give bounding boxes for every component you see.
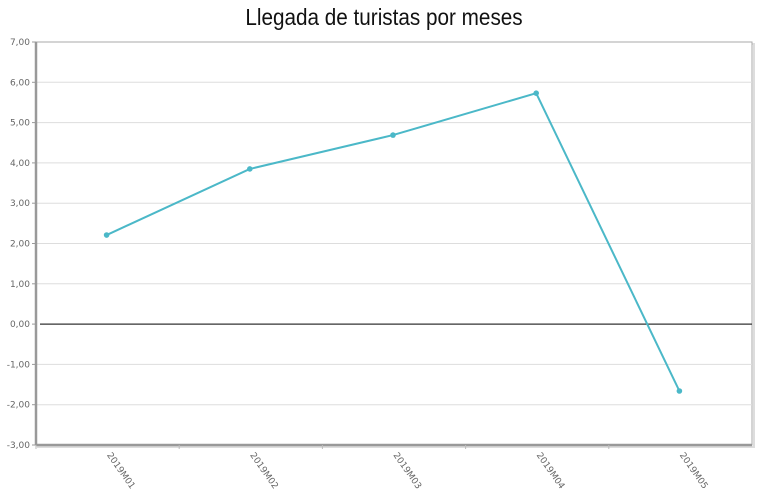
- x-tick-label: 2019M01: [104, 451, 136, 491]
- y-tick-label: 0,00: [10, 320, 30, 330]
- data-point: [533, 90, 539, 96]
- y-tick-label: 1,00: [10, 280, 30, 290]
- data-point: [247, 166, 253, 172]
- x-tick-label: 2019M05: [677, 451, 709, 491]
- x-tick-label: 2019M03: [391, 451, 423, 491]
- data-point: [390, 132, 396, 138]
- y-tick-label: -1,00: [7, 360, 31, 370]
- x-tick-label: 2019M04: [534, 451, 567, 491]
- y-tick-label: 6,00: [10, 78, 30, 88]
- y-tick-label: -3,00: [7, 441, 31, 451]
- y-tick-label: 4,00: [10, 159, 30, 169]
- data-point: [103, 232, 110, 238]
- y-tick-label: 5,00: [10, 119, 30, 129]
- y-tick-label: -2,00: [7, 401, 31, 411]
- data-point: [676, 388, 683, 394]
- y-tick-label: 3,00: [10, 199, 30, 209]
- x-tick-label: 2019M02: [247, 451, 279, 491]
- y-tick-label: 2,00: [10, 240, 30, 250]
- y-tick-label: 7,00: [10, 38, 30, 48]
- chart-title: Llegada de turistas por meses: [245, 4, 523, 30]
